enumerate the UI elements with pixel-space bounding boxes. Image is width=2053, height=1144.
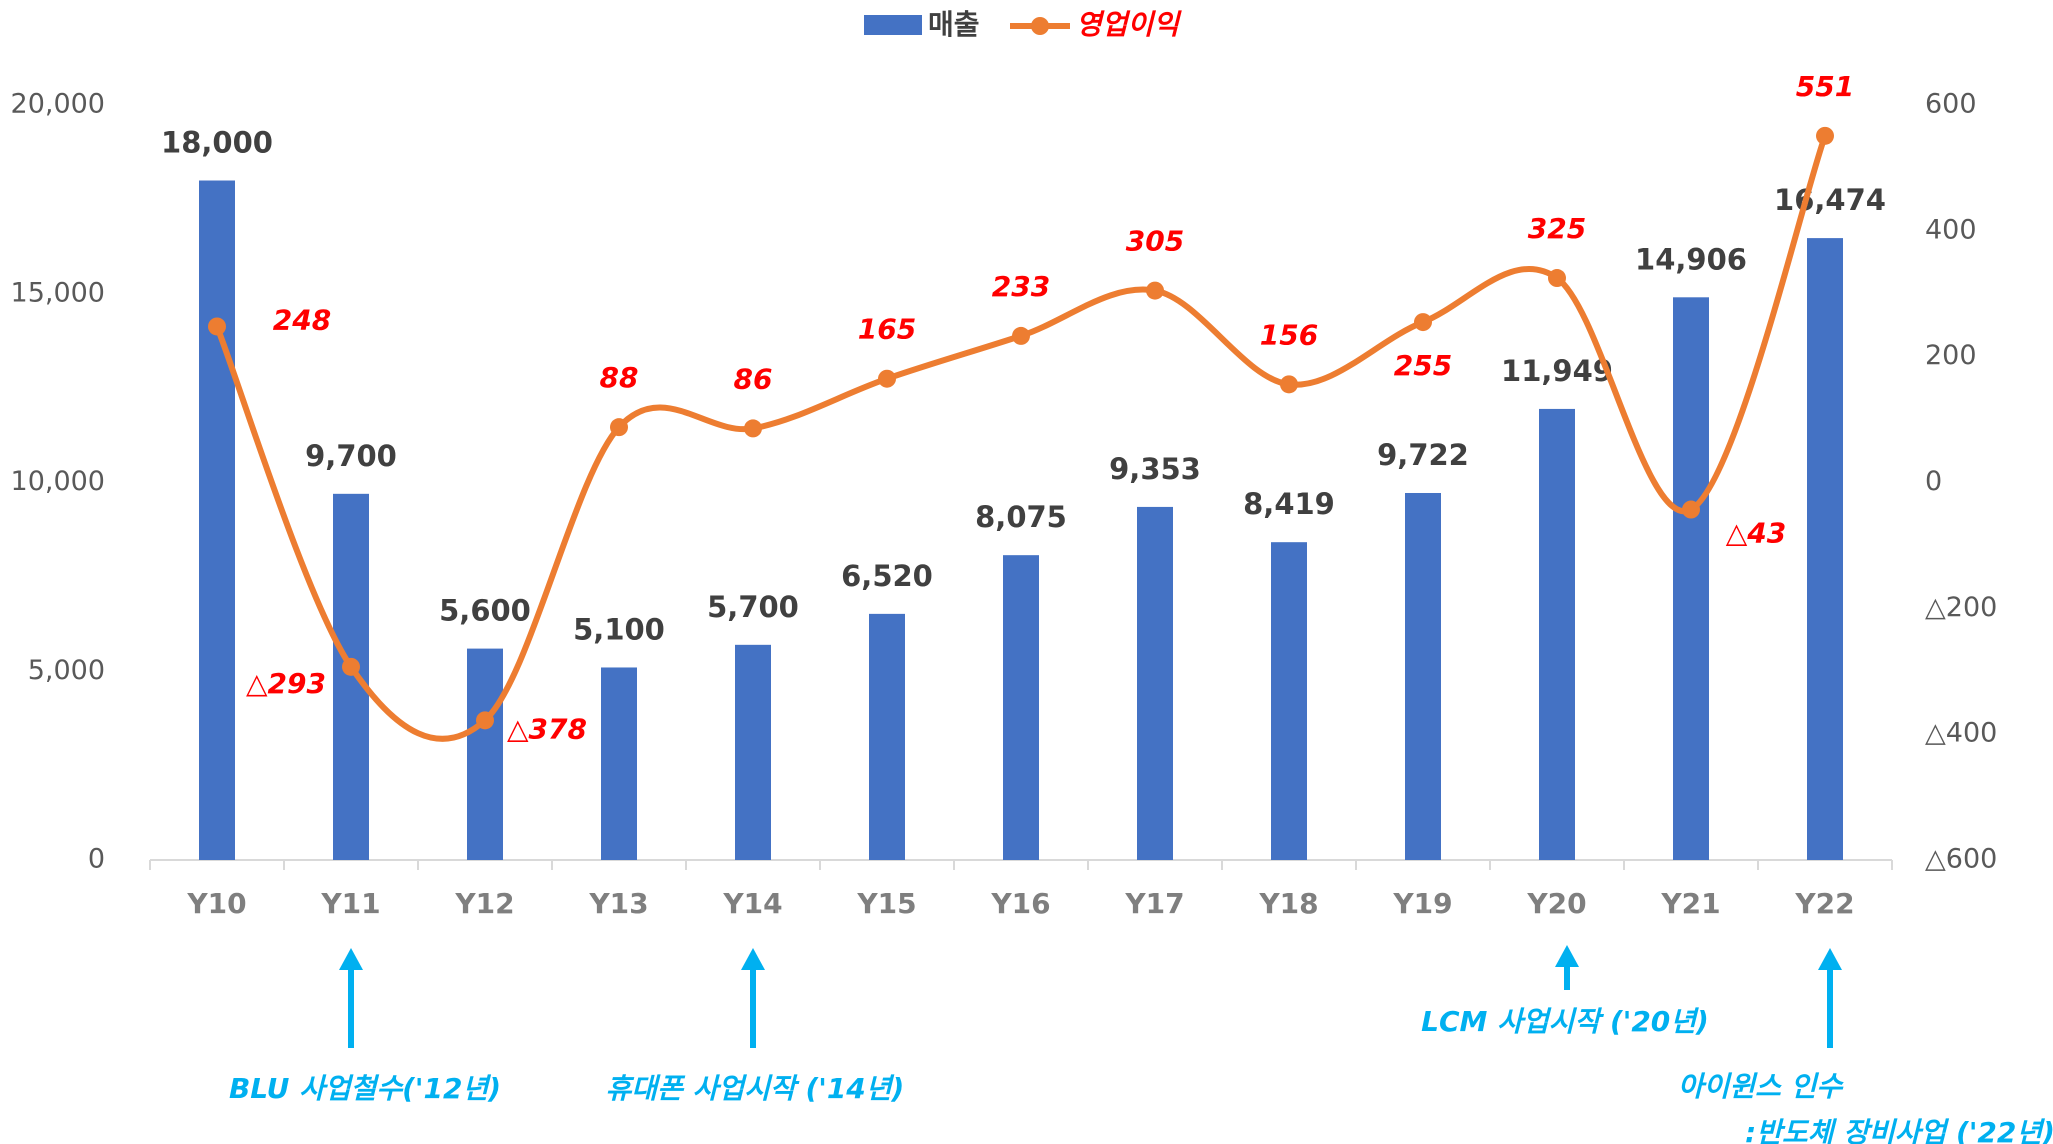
bar-label: 9,722 <box>1377 438 1469 472</box>
bar <box>333 493 369 860</box>
x-tick-label: Y18 <box>1258 887 1318 920</box>
bar <box>735 644 771 860</box>
legend-dot <box>1031 17 1049 35</box>
line-label: 233 <box>992 270 1050 303</box>
y-tick-label: 10,000 <box>11 466 105 497</box>
line-point <box>878 369 896 388</box>
x-tick-label: Y16 <box>990 887 1050 920</box>
bar <box>1137 506 1173 860</box>
annotation: BLU 사업철수('12년) <box>229 1072 501 1105</box>
x-tick-label: Y14 <box>722 887 782 920</box>
arrow-head <box>1818 948 1842 970</box>
line-label: 156 <box>1260 318 1318 351</box>
bar <box>1003 555 1039 860</box>
y2-tick-label: 400 <box>1925 214 1977 245</box>
line-point <box>342 657 360 676</box>
bar-label: 11,949 <box>1501 354 1613 388</box>
x-tick-label: Y10 <box>186 887 246 920</box>
legend-label: 매출 <box>928 8 980 41</box>
y-tick-label: 0 <box>88 844 105 875</box>
bar-label: 18,000 <box>161 126 273 160</box>
arrow-head <box>741 948 765 970</box>
line-label: 325 <box>1528 212 1586 245</box>
y2-tick-label: △400 <box>1925 718 1997 749</box>
legend-swatch <box>864 15 922 35</box>
line-point <box>208 317 226 336</box>
x-tick-label: Y17 <box>1124 887 1184 920</box>
bar <box>467 648 503 860</box>
annotation: 휴대폰 사업시작 ('14년) <box>606 1072 905 1105</box>
annotation: :반도체 장비사업 ('22년) <box>1745 1116 2053 1144</box>
bar-label: 14,906 <box>1635 242 1747 276</box>
x-tick-label: Y21 <box>1660 887 1720 920</box>
line-label: △293 <box>246 667 326 700</box>
bar-label: 5,700 <box>707 590 799 624</box>
bar-label: 9,353 <box>1109 452 1201 486</box>
line-label: △43 <box>1726 517 1787 550</box>
y2-tick-label: △200 <box>1925 592 1997 623</box>
line-point <box>476 711 494 730</box>
annotation: 아이윈스 인수 <box>1678 1070 1845 1103</box>
y2-tick-label: 200 <box>1925 340 1977 371</box>
line-point <box>1146 281 1164 300</box>
bar <box>1271 542 1307 860</box>
bar-label: 6,520 <box>841 559 933 593</box>
line-label: 551 <box>1796 70 1854 103</box>
bar <box>1539 408 1575 860</box>
line-point <box>1280 375 1298 394</box>
line-label: △378 <box>507 712 587 745</box>
bar-label: 9,700 <box>305 439 397 473</box>
x-tick-label: Y13 <box>588 887 648 920</box>
y2-tick-label: 0 <box>1925 466 1942 497</box>
y-tick-label: 15,000 <box>11 277 105 308</box>
bar-label: 16,474 <box>1774 183 1886 217</box>
y-tick-label: 5,000 <box>28 655 105 686</box>
line-label: 86 <box>734 362 773 395</box>
y-tick-label: 20,000 <box>11 89 105 120</box>
y2-tick-label: 600 <box>1925 89 1977 120</box>
line-label: 165 <box>858 313 916 346</box>
line-point <box>1682 500 1700 519</box>
x-tick-label: Y19 <box>1392 887 1452 920</box>
x-tick-label: Y12 <box>454 887 514 920</box>
bar <box>601 667 637 860</box>
line-point <box>1816 126 1834 145</box>
x-tick-label: Y22 <box>1794 887 1854 920</box>
x-tick-label: Y20 <box>1526 887 1586 920</box>
line-point <box>1548 269 1566 288</box>
arrow-head <box>339 948 363 970</box>
legend-label: 영업이익 <box>1076 8 1182 41</box>
bar-label: 5,100 <box>573 612 665 646</box>
line-point <box>744 419 762 438</box>
y2-tick-label: △600 <box>1925 844 1997 875</box>
line-point <box>610 418 628 437</box>
bar <box>869 613 905 860</box>
line-point <box>1414 313 1432 332</box>
bar <box>1807 238 1843 860</box>
line-point <box>1012 326 1030 345</box>
bar <box>199 180 235 860</box>
line-label: 255 <box>1394 349 1452 382</box>
annotation: LCM 사업시작 ('20년) <box>1421 1005 1709 1038</box>
line-label: 305 <box>1126 225 1184 258</box>
arrow-head <box>1555 945 1579 967</box>
line-label: 248 <box>273 303 331 336</box>
bar <box>1673 297 1709 861</box>
bar <box>1405 492 1441 860</box>
x-tick-label: Y15 <box>856 887 916 920</box>
bar-label: 5,600 <box>439 594 531 628</box>
bar-label: 8,075 <box>975 500 1067 534</box>
line-label: 88 <box>600 361 639 394</box>
bar-label: 8,419 <box>1243 487 1335 521</box>
x-tick-label: Y11 <box>320 887 380 920</box>
